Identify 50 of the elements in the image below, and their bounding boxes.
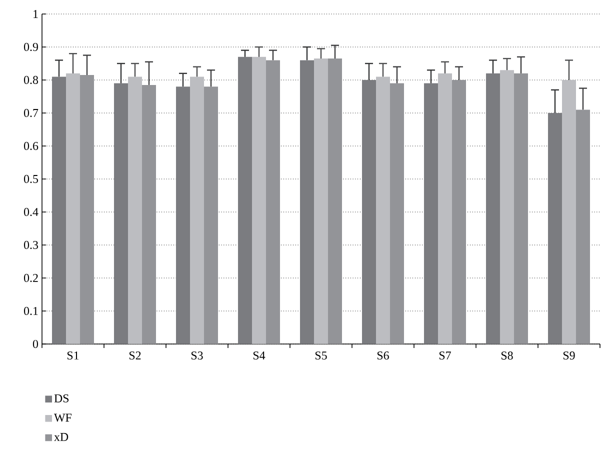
bar xyxy=(314,58,328,344)
bar xyxy=(52,76,66,344)
bar xyxy=(66,73,80,344)
bar xyxy=(190,76,204,344)
bar xyxy=(486,73,500,344)
y-tick-label: 0.5 xyxy=(24,174,38,184)
bar xyxy=(252,56,266,344)
y-tick-label: 0.6 xyxy=(24,142,38,150)
bar xyxy=(238,56,252,344)
y-tick-label: 0.4 xyxy=(24,208,38,216)
x-tick-label: S5 xyxy=(315,352,327,360)
bar xyxy=(500,70,514,344)
y-tick-label: 0.8 xyxy=(24,76,38,84)
legend-label: DS xyxy=(54,394,69,402)
bar xyxy=(142,84,156,344)
y-tick-label: 0.1 xyxy=(24,306,38,316)
x-tick-label: S4 xyxy=(253,352,266,360)
x-tick-label: S2 xyxy=(129,352,141,360)
bar xyxy=(390,83,404,344)
legend-label: WF xyxy=(54,414,72,422)
bar xyxy=(80,75,94,344)
bar xyxy=(452,80,466,344)
x-tick-label: S3 xyxy=(191,352,203,360)
x-tick-label: S6 xyxy=(377,352,389,360)
bar xyxy=(204,86,218,344)
legend-label: xD xyxy=(54,433,68,441)
bar xyxy=(514,73,528,344)
bar xyxy=(300,60,314,344)
bar xyxy=(576,110,590,344)
y-tick-label: 0.2 xyxy=(24,274,38,282)
x-tick-label: S1 xyxy=(67,352,79,360)
bar xyxy=(266,60,280,344)
bar xyxy=(328,58,342,344)
bar xyxy=(114,83,128,344)
y-tick-label: 0 xyxy=(32,340,38,348)
x-tick-label: S8 xyxy=(501,352,513,360)
bar xyxy=(438,73,452,344)
y-tick-label: 0.9 xyxy=(24,42,38,52)
y-tick-label: 1 xyxy=(34,10,38,18)
bar xyxy=(376,76,390,344)
bar xyxy=(176,86,190,344)
x-tick-label: S9 xyxy=(563,352,575,360)
bar xyxy=(548,112,562,344)
x-tick-label: S7 xyxy=(439,352,451,360)
bar xyxy=(424,83,438,344)
bar xyxy=(562,80,576,344)
y-tick-label: 0.3 xyxy=(24,240,38,250)
y-tick-label: 0.7 xyxy=(24,108,38,118)
bar xyxy=(128,76,142,344)
bar xyxy=(362,80,376,344)
